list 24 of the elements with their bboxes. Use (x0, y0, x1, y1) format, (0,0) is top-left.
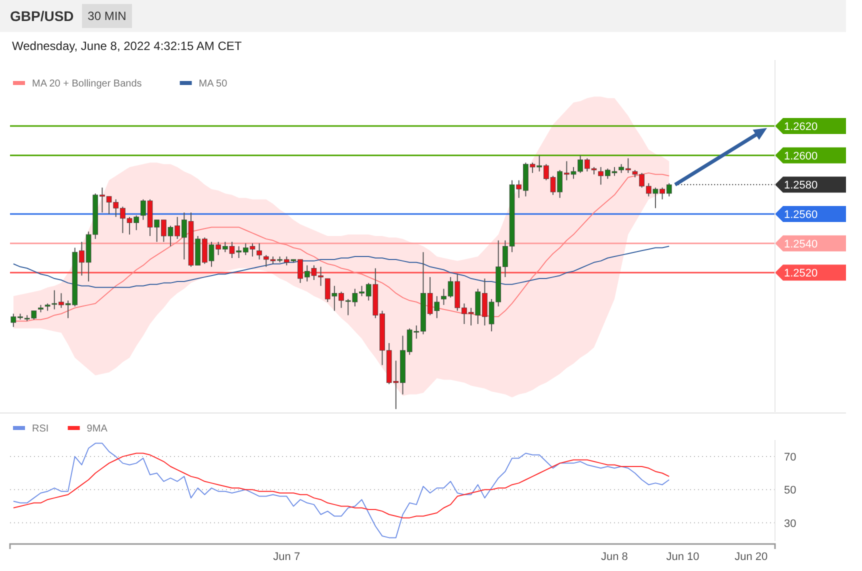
line-series (12, 442, 670, 538)
y-tick-label: 30 (784, 518, 796, 530)
candlestick (256, 242, 262, 260)
y-tick-label: 1.2600 (784, 150, 818, 162)
y-tick-label: 1.2520 (784, 268, 818, 280)
x-tick-label: Jun 8 (601, 551, 628, 563)
y-tick-label: 50 (784, 484, 796, 497)
y-tick-label: 1.2580 (784, 180, 818, 192)
legend-label: MA 20 + Bollinger Bands (32, 78, 142, 90)
legend-label: RSI (32, 424, 49, 434)
x-tick-label: Jun 10 (666, 551, 700, 563)
y-tick-label: 70 (784, 452, 796, 464)
y-tick-label: 1.2620 (784, 121, 818, 133)
y-tick-label: 1.2540 (784, 238, 818, 250)
legend-label: MA 50 (198, 78, 228, 90)
line-series (12, 246, 670, 288)
chart-title: GBP/USD (10, 8, 74, 24)
y-tick-label: 1.2560 (784, 209, 818, 221)
x-tick-label: Jun 7 (273, 551, 300, 563)
chart-subtitle: 30 MIN (88, 9, 126, 23)
line-series (12, 452, 670, 518)
x-tick-label: Jun 20 (734, 551, 768, 563)
text: Wednesday, June 8, 2022 4:32:15 AM CET (12, 39, 242, 53)
legend-label: 9MA (86, 424, 108, 434)
